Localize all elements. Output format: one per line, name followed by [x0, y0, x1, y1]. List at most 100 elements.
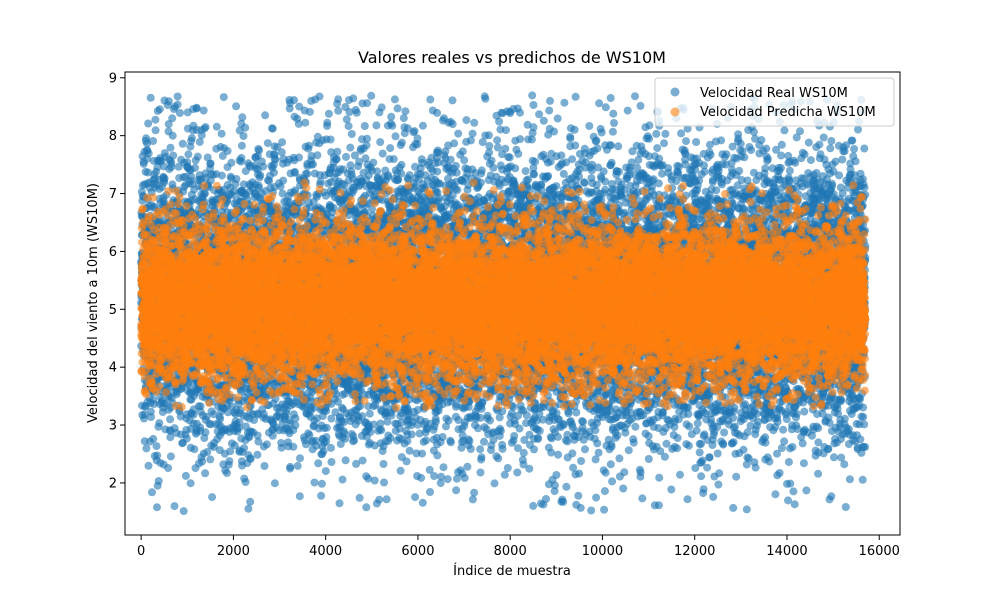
data-point	[187, 134, 196, 143]
data-point	[295, 492, 304, 501]
data-point	[342, 115, 351, 124]
data-point	[262, 440, 271, 449]
data-point	[237, 141, 246, 150]
data-point	[181, 471, 190, 480]
data-point	[144, 461, 153, 470]
data-point	[240, 444, 249, 453]
data-point	[259, 162, 268, 171]
data-point	[173, 100, 182, 109]
data-point	[153, 451, 162, 460]
data-point	[191, 163, 199, 172]
data-point	[166, 415, 175, 424]
data-point	[225, 457, 234, 466]
data-point	[155, 419, 164, 428]
data-point	[187, 172, 196, 181]
data-point	[168, 114, 177, 123]
data-point	[201, 428, 210, 437]
data-point	[367, 91, 376, 100]
data-point	[363, 134, 371, 143]
points-layer	[137, 91, 870, 516]
data-point	[246, 497, 255, 506]
data-point	[149, 400, 158, 408]
data-point	[241, 478, 250, 486]
data-point	[147, 413, 155, 421]
data-point	[323, 118, 332, 127]
data-point	[344, 122, 353, 131]
data-point	[341, 434, 350, 443]
data-point	[277, 443, 286, 452]
data-point	[327, 458, 336, 466]
data-point	[338, 475, 347, 484]
data-point	[333, 147, 342, 156]
data-point	[217, 171, 226, 180]
data-point	[289, 442, 298, 451]
data-point	[201, 469, 210, 478]
data-point	[206, 455, 215, 464]
data-point	[260, 462, 269, 470]
data-point	[310, 478, 319, 487]
data-point	[174, 162, 183, 171]
data-point	[144, 119, 153, 128]
data-point	[151, 115, 160, 124]
data-point	[352, 108, 361, 117]
data-point	[166, 143, 175, 152]
data-point	[296, 454, 304, 463]
data-point	[317, 491, 326, 500]
data-point	[144, 168, 153, 177]
data-point	[279, 176, 288, 185]
data-point	[326, 443, 335, 452]
data-point	[155, 105, 164, 114]
data-point	[190, 445, 199, 454]
data-point	[355, 493, 364, 502]
data-point	[238, 113, 247, 122]
data-point	[270, 168, 278, 177]
data-point	[219, 93, 228, 102]
data-point	[305, 141, 313, 150]
data-point	[237, 153, 246, 162]
data-point	[198, 457, 207, 466]
data-point	[303, 169, 312, 178]
data-point	[324, 109, 333, 118]
data-point	[182, 434, 191, 443]
data-point	[186, 479, 195, 488]
data-point	[154, 477, 163, 485]
data-point	[315, 92, 324, 101]
data-point	[363, 99, 372, 108]
data-point	[223, 147, 232, 155]
data-point	[256, 171, 265, 180]
data-point	[277, 148, 286, 157]
data-point	[365, 409, 374, 418]
data-point	[192, 104, 201, 113]
data-point	[227, 158, 236, 167]
data-point	[175, 109, 184, 117]
data-point	[334, 95, 343, 104]
data-point	[270, 479, 279, 488]
data-point	[305, 107, 314, 116]
data-point	[212, 122, 221, 131]
data-point	[206, 159, 215, 168]
data-point	[166, 452, 175, 461]
data-point	[144, 149, 153, 158]
data-point	[335, 499, 344, 508]
data-point	[146, 93, 155, 102]
data-point	[253, 450, 262, 459]
data-point	[322, 423, 331, 432]
data-point	[178, 139, 187, 148]
data-point	[179, 507, 188, 516]
data-point	[293, 461, 302, 470]
data-point	[193, 152, 202, 161]
data-point	[291, 414, 300, 423]
data-point	[160, 174, 169, 183]
data-point	[246, 455, 255, 464]
data-point	[254, 181, 263, 190]
data-point	[313, 151, 322, 160]
data-point	[217, 129, 226, 138]
data-point	[317, 479, 326, 488]
data-point	[322, 433, 331, 442]
data-point	[241, 123, 250, 132]
data-point	[291, 421, 300, 430]
data-point	[346, 143, 355, 152]
data-point	[347, 130, 356, 138]
